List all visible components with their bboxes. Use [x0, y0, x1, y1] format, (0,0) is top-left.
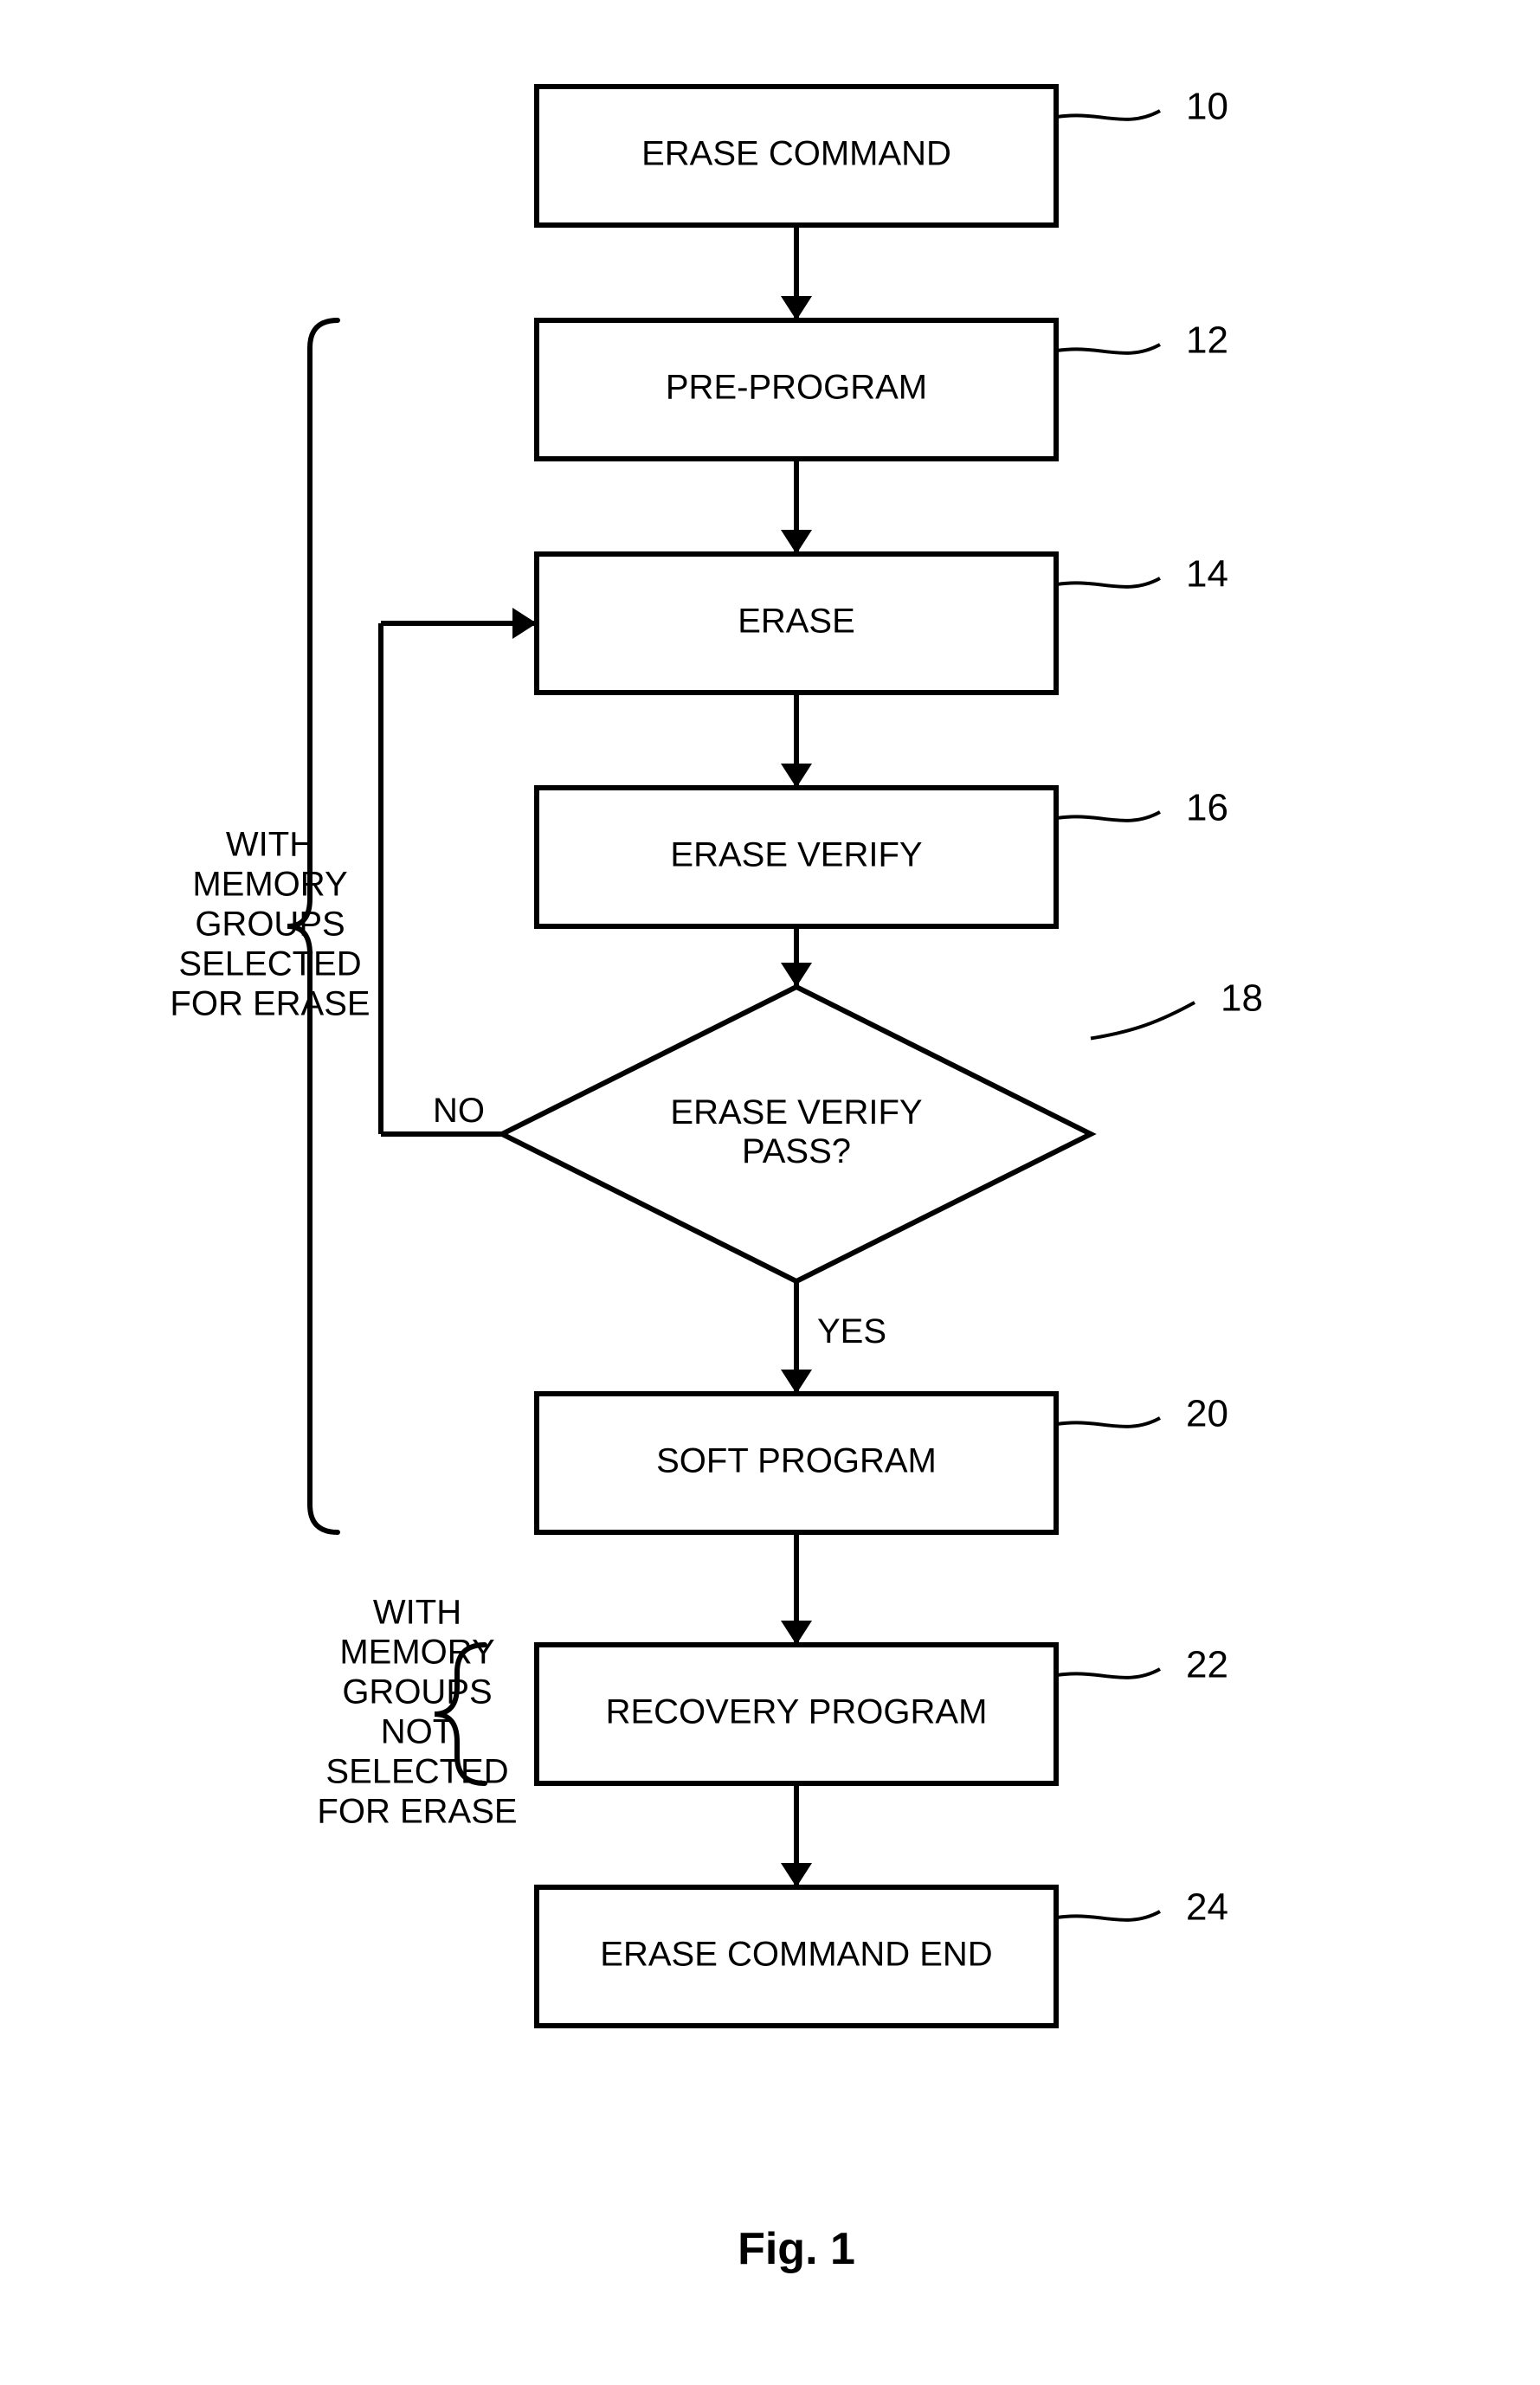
- brace-label: NOT: [381, 1713, 454, 1751]
- ref-number: 10: [1186, 86, 1228, 128]
- flow-edge: [781, 459, 812, 554]
- brace-label: WITH: [373, 1594, 461, 1632]
- ref-number: 12: [1186, 319, 1228, 362]
- flow-edge: YES: [781, 1281, 886, 1394]
- brace-label: SELECTED: [178, 945, 361, 983]
- ref-number: 16: [1186, 787, 1228, 829]
- flow-node-n24: ERASE COMMAND END 24: [537, 1886, 1228, 2026]
- node-label: ERASE VERIFY: [670, 1093, 922, 1131]
- brace-group: WITHMEMORYGROUPSNOTSELECTEDFOR ERASE: [317, 1594, 517, 1831]
- brace-label: MEMORY: [339, 1634, 494, 1672]
- flow-node-n22: RECOVERY PROGRAM 22: [537, 1644, 1228, 1783]
- ref-leader: [1056, 345, 1160, 353]
- node-label: RECOVERY PROGRAM: [606, 1693, 988, 1731]
- node-label: PASS?: [742, 1132, 851, 1170]
- flowchart-diagram: ERASE COMMAND10PRE-PROGRAM12ERASE14ERASE…: [0, 0, 1540, 2385]
- ref-leader: [1056, 812, 1160, 821]
- brace-label: FOR ERASE: [170, 985, 370, 1023]
- flow-node-n10: ERASE COMMAND 10: [537, 86, 1228, 225]
- flow-edge: [781, 225, 812, 320]
- flow-edge: [781, 1532, 812, 1645]
- ref-leader: [1056, 1911, 1160, 1920]
- ref-leader: [1056, 1669, 1160, 1678]
- flow-node-n16: ERASE VERIFY 16: [537, 787, 1228, 926]
- node-label: ERASE COMMAND END: [600, 1936, 992, 1974]
- brace-label: MEMORY: [192, 866, 347, 904]
- ref-leader: [1091, 1002, 1195, 1039]
- flow-node-n14: ERASE 14: [537, 553, 1228, 693]
- node-label: SOFT PROGRAM: [656, 1442, 937, 1480]
- flow-edge: [781, 926, 812, 987]
- edge-label: YES: [817, 1312, 886, 1350]
- ref-number: 24: [1186, 1886, 1228, 1929]
- ref-number: 14: [1186, 553, 1228, 596]
- brace-group: WITHMEMORYGROUPSSELECTEDFOR ERASE: [170, 320, 370, 1532]
- flow-node-n12: PRE-PROGRAM 12: [537, 319, 1228, 459]
- brace-label: FOR ERASE: [317, 1793, 517, 1831]
- edge-label: NO: [433, 1092, 485, 1130]
- brace-label: WITH: [226, 826, 314, 864]
- flow-edge: [781, 1783, 812, 1887]
- node-label: ERASE: [738, 603, 855, 641]
- figure-caption: Fig. 1: [738, 2224, 855, 2274]
- brace-label: SELECTED: [325, 1753, 508, 1791]
- ref-number: 18: [1221, 977, 1263, 1020]
- brace-label: GROUPS: [342, 1673, 492, 1711]
- node-label: ERASE COMMAND: [641, 135, 951, 173]
- ref-number: 20: [1186, 1393, 1228, 1435]
- ref-number: 22: [1186, 1644, 1228, 1686]
- ref-leader: [1056, 111, 1160, 119]
- node-label: PRE-PROGRAM: [666, 369, 927, 407]
- flow-edge: NO: [381, 608, 537, 1134]
- flow-node-n18: ERASE VERIFYPASS? 18: [502, 977, 1263, 1281]
- brace-label: GROUPS: [195, 906, 345, 944]
- flow-node-n20: SOFT PROGRAM 20: [537, 1393, 1228, 1532]
- ref-leader: [1056, 1418, 1160, 1427]
- ref-leader: [1056, 578, 1160, 587]
- flow-edge: [781, 693, 812, 788]
- node-label: ERASE VERIFY: [670, 836, 922, 874]
